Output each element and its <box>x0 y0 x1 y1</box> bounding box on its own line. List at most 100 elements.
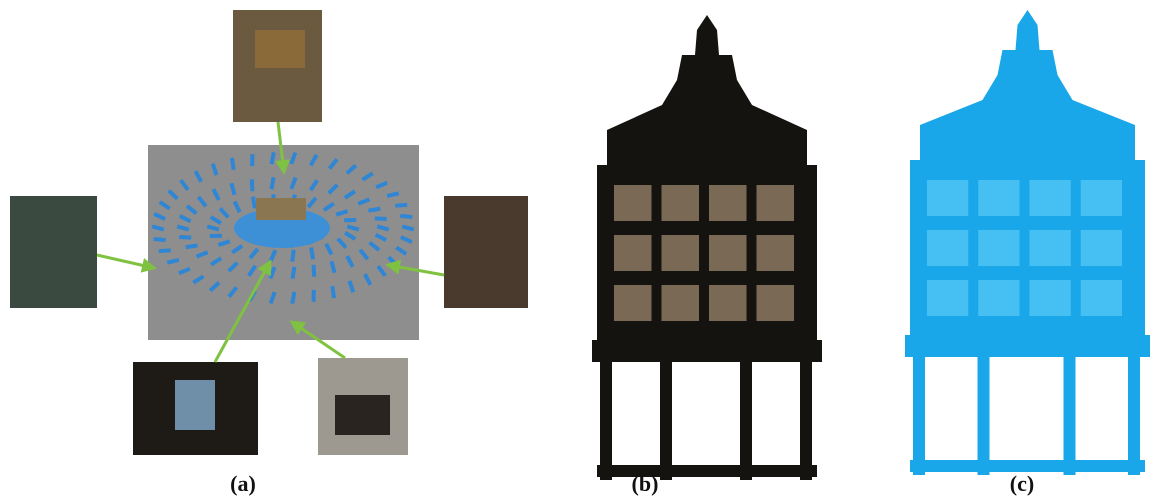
mesh-model <box>905 10 1150 475</box>
camera <box>176 224 190 232</box>
drawer <box>661 285 699 321</box>
camera <box>208 281 221 293</box>
camera <box>335 209 349 217</box>
stretcher <box>597 465 817 477</box>
camera <box>229 182 237 196</box>
camera <box>210 163 219 176</box>
cabinet-base <box>905 335 1150 357</box>
drawer <box>1080 230 1122 266</box>
camera <box>268 249 278 263</box>
camera <box>357 197 371 206</box>
camera <box>375 180 388 190</box>
camera <box>153 212 166 221</box>
camera <box>306 196 318 209</box>
camera <box>227 286 239 299</box>
drawer <box>1029 180 1071 216</box>
camera <box>151 224 165 232</box>
camera <box>269 151 276 165</box>
camera <box>290 291 297 305</box>
photo-thumbnail <box>10 196 97 308</box>
camera <box>386 191 400 199</box>
arrow <box>213 259 272 363</box>
camera <box>395 202 408 208</box>
camera <box>336 237 348 249</box>
arrow <box>385 259 445 277</box>
camera <box>400 213 413 220</box>
statue <box>695 15 719 55</box>
drawer <box>1080 280 1122 316</box>
camera <box>311 289 316 302</box>
camera <box>209 233 222 239</box>
camera <box>329 260 337 274</box>
camera <box>211 188 221 201</box>
camera <box>158 248 171 254</box>
camera <box>395 245 408 256</box>
object-preview <box>256 198 306 220</box>
leg <box>977 357 990 475</box>
camera <box>374 216 387 221</box>
camera <box>232 200 242 214</box>
leg <box>660 362 672 480</box>
camera <box>347 280 356 293</box>
statue <box>1015 10 1040 50</box>
drawer <box>756 185 794 221</box>
drawer <box>709 235 747 271</box>
arrow <box>96 253 157 273</box>
camera <box>376 224 390 232</box>
drawer <box>709 285 747 321</box>
camera <box>231 244 244 255</box>
drawer <box>1080 180 1122 216</box>
drawer <box>661 235 699 271</box>
drawer <box>978 230 1020 266</box>
camera <box>217 239 231 247</box>
camera <box>185 243 198 250</box>
camera <box>269 177 276 190</box>
panel-label: (b) <box>632 471 659 496</box>
camera <box>166 257 180 265</box>
camera <box>196 195 208 208</box>
arrow <box>289 320 346 360</box>
camera <box>363 273 373 286</box>
camera <box>185 204 198 216</box>
drawer <box>614 235 652 271</box>
leg <box>800 362 812 480</box>
leg <box>1128 357 1140 475</box>
camera <box>250 196 257 209</box>
camera <box>344 231 357 241</box>
camera <box>178 214 192 224</box>
drawer <box>709 185 747 221</box>
drawer <box>614 285 652 321</box>
leg <box>740 362 752 480</box>
camera <box>374 232 388 242</box>
camera <box>368 240 381 252</box>
camera <box>218 207 230 219</box>
drawer <box>756 235 794 271</box>
camera <box>192 274 205 285</box>
camera <box>268 291 277 305</box>
camera <box>153 236 166 243</box>
arrows <box>96 121 445 363</box>
camera <box>322 201 335 212</box>
camera <box>209 215 222 225</box>
camera <box>327 157 339 170</box>
camera <box>249 179 255 192</box>
drawer <box>927 280 969 316</box>
camera <box>178 266 191 276</box>
camera <box>193 170 203 183</box>
drawer <box>614 185 652 221</box>
arrow <box>275 121 291 175</box>
camera <box>345 255 355 268</box>
leg <box>913 357 925 475</box>
panel-a <box>10 10 528 455</box>
drawer <box>661 185 699 221</box>
cabinet-top <box>920 50 1135 160</box>
drawer <box>1029 230 1071 266</box>
camera <box>309 153 319 167</box>
camera <box>179 179 190 191</box>
camera <box>311 264 317 277</box>
camera <box>327 183 339 195</box>
camera <box>247 264 258 277</box>
camera <box>400 235 413 244</box>
camera <box>324 242 334 256</box>
